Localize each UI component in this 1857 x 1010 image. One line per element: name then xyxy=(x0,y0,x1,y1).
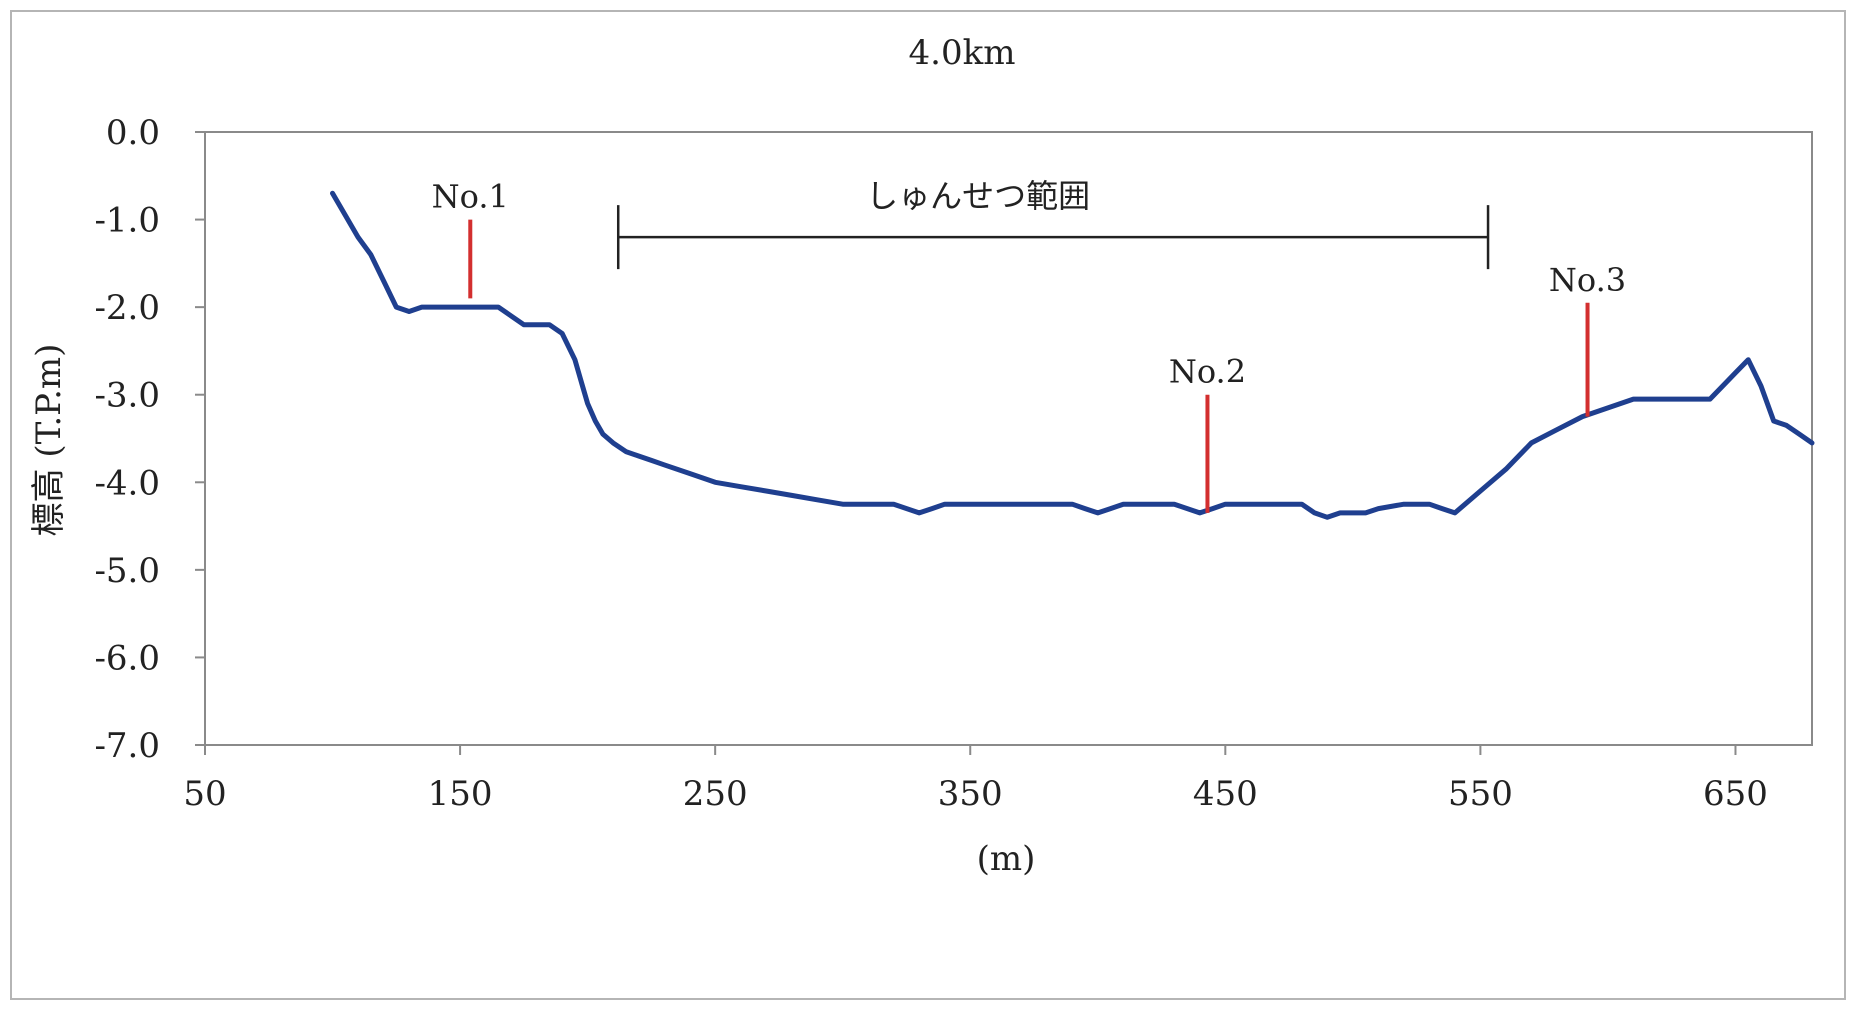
y-tick-label: -7.0 xyxy=(94,726,160,766)
series xyxy=(330,190,1815,520)
plot-area xyxy=(204,131,1813,746)
y-axis-ticks: 0.0 -1.0 -2.0 -3.0 -4.0 -5.0 -6.0 -7.0 xyxy=(94,113,205,766)
marker-label: No.3 xyxy=(1549,261,1626,299)
markers: No.1 No.2 No.3 xyxy=(432,178,1626,513)
y-tick-label: -4.0 xyxy=(94,463,160,503)
x-tick-label: 150 xyxy=(428,774,493,814)
x-tick-label: 450 xyxy=(1193,774,1258,814)
range-label: しゅんせつ範囲 xyxy=(866,177,1090,215)
y-tick-label: -1.0 xyxy=(94,201,160,241)
series-line xyxy=(330,190,1815,520)
chart-title: 4.0km xyxy=(909,33,1016,73)
marker-label: No.1 xyxy=(432,178,509,216)
x-tick-label: 650 xyxy=(1703,774,1768,814)
marker-label: No.2 xyxy=(1169,353,1246,391)
x-axis-title: (m) xyxy=(977,839,1036,879)
x-axis-ticks: 50 150 250 350 450 550 650 xyxy=(183,745,1768,814)
x-tick-label: 250 xyxy=(683,774,748,814)
range-annotation: しゅんせつ範囲 xyxy=(616,177,1490,270)
y-tick-label: 0.0 xyxy=(106,113,160,153)
y-tick-label: -2.0 xyxy=(94,288,160,328)
x-tick-label: 550 xyxy=(1448,774,1513,814)
x-tick-label: 50 xyxy=(183,774,226,814)
y-axis-title: 標高 (T.P.m) xyxy=(29,344,69,537)
chart-frame xyxy=(10,10,1846,1000)
y-tick-label: -5.0 xyxy=(94,551,160,591)
x-tick-label: 350 xyxy=(938,774,1003,814)
y-tick-label: -6.0 xyxy=(94,638,160,678)
y-tick-label: -3.0 xyxy=(94,376,160,416)
